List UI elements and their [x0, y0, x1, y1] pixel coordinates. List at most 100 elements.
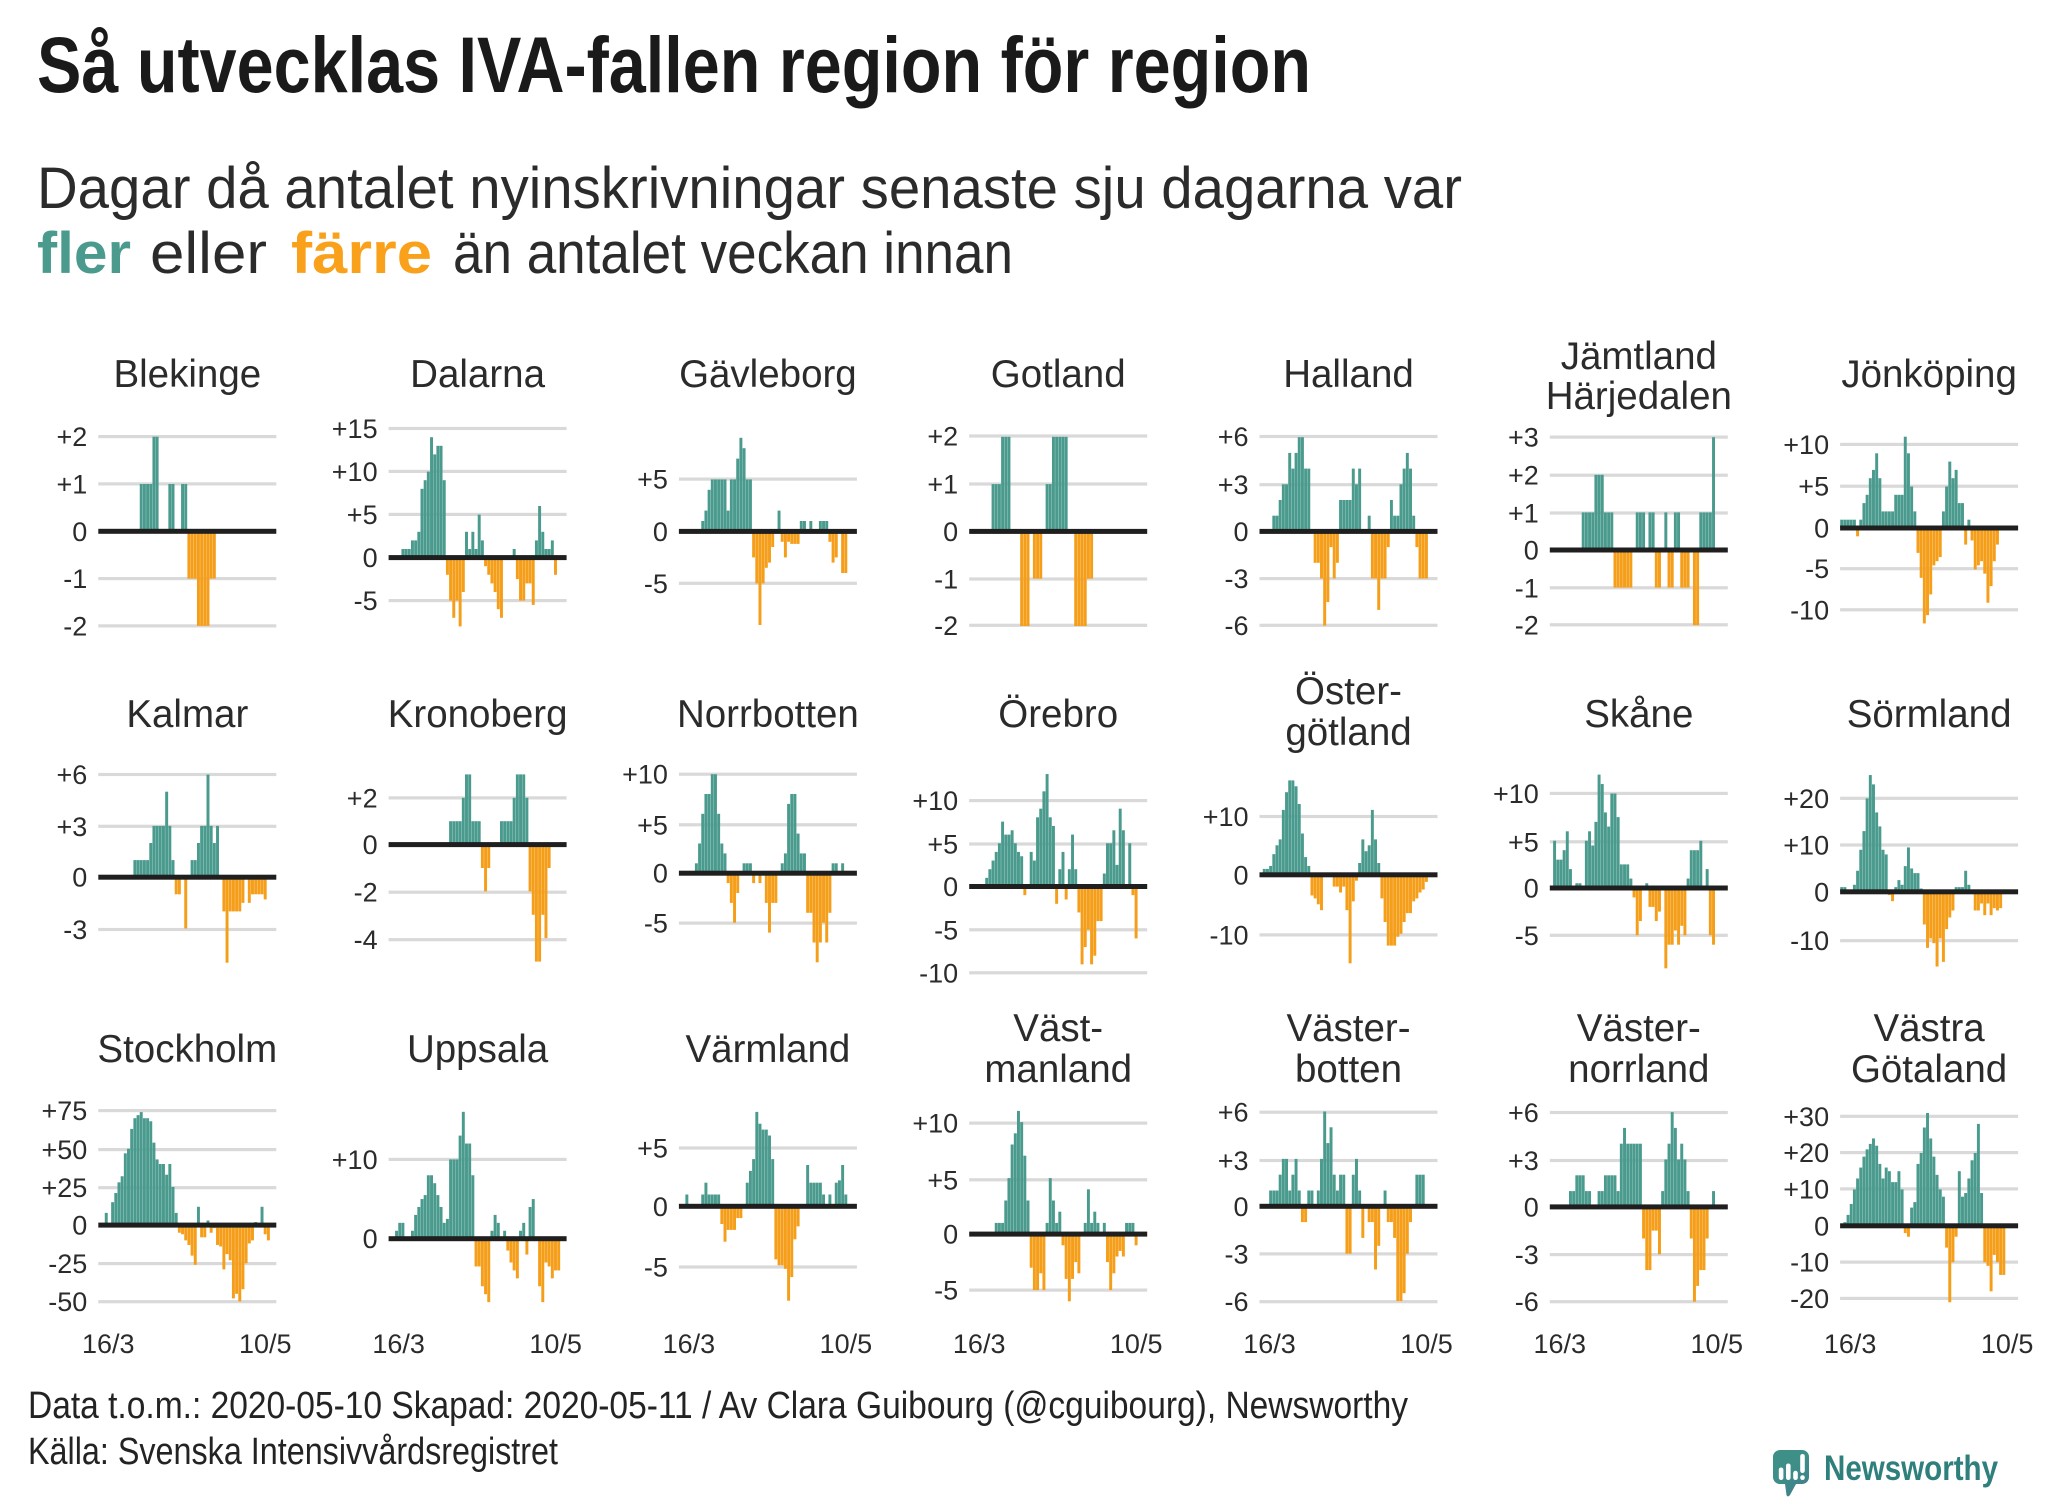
svg-text:-6: -6	[1224, 1287, 1248, 1317]
svg-text:+3: +3	[1508, 1146, 1539, 1176]
svg-text:Halland: Halland	[1283, 353, 1414, 396]
svg-text:Jönköping: Jönköping	[1841, 353, 2017, 396]
svg-text:10/5: 10/5	[1400, 1329, 1453, 1359]
svg-text:-10: -10	[919, 958, 958, 988]
svg-text:+6: +6	[1508, 1098, 1539, 1128]
svg-text:Örebro: Örebro	[998, 693, 1118, 736]
svg-text:+25: +25	[41, 1173, 87, 1203]
svg-text:Väster-: Väster-	[1577, 1007, 1701, 1050]
svg-text:0: 0	[363, 830, 378, 860]
svg-text:Jämtland: Jämtland	[1561, 335, 1717, 378]
svg-text:0: 0	[1814, 1211, 1829, 1241]
svg-text:+5: +5	[927, 1165, 958, 1195]
svg-text:+3: +3	[57, 812, 88, 842]
svg-text:-1: -1	[1515, 573, 1539, 603]
svg-text:-3: -3	[1224, 1239, 1248, 1269]
svg-text:0: 0	[943, 517, 958, 547]
svg-text:-5: -5	[1515, 921, 1539, 951]
svg-text:+20: +20	[1783, 784, 1829, 814]
svg-text:-25: -25	[48, 1249, 87, 1279]
svg-text:botten: botten	[1295, 1048, 1402, 1091]
svg-text:+10: +10	[1783, 1174, 1829, 1204]
svg-text:Skåne: Skåne	[1584, 693, 1693, 736]
svg-text:0: 0	[653, 1192, 668, 1222]
svg-text:+5: +5	[637, 810, 668, 840]
svg-text:16/3: 16/3	[82, 1329, 135, 1359]
svg-text:+10: +10	[912, 1109, 958, 1139]
svg-text:-3: -3	[1224, 564, 1248, 594]
svg-text:Götaland: Götaland	[1851, 1048, 2007, 1091]
svg-text:+1: +1	[57, 469, 88, 499]
svg-text:0: 0	[1233, 517, 1248, 547]
svg-text:+30: +30	[1783, 1102, 1829, 1132]
svg-text:+2: +2	[1508, 461, 1539, 491]
svg-text:eller: eller	[150, 221, 267, 286]
svg-text:-2: -2	[1515, 610, 1539, 640]
svg-text:0: 0	[653, 517, 668, 547]
svg-text:Gävleborg: Gävleborg	[679, 353, 857, 396]
svg-text:0: 0	[72, 1211, 87, 1241]
svg-text:-10: -10	[1209, 920, 1248, 950]
svg-text:+10: +10	[1203, 802, 1249, 832]
svg-text:färre: färre	[291, 221, 432, 286]
svg-text:Blekinge: Blekinge	[113, 353, 261, 396]
svg-text:-20: -20	[1790, 1284, 1829, 1314]
svg-text:0: 0	[1524, 536, 1539, 566]
svg-text:0: 0	[1814, 877, 1829, 907]
svg-text:+10: +10	[1783, 831, 1829, 861]
svg-text:-10: -10	[1790, 926, 1829, 956]
svg-text:16/3: 16/3	[663, 1329, 716, 1359]
svg-text:+3: +3	[1508, 423, 1539, 453]
svg-text:än antalet veckan innan: än antalet veckan innan	[453, 221, 1013, 286]
svg-text:-3: -3	[1515, 1240, 1539, 1270]
svg-text:0: 0	[1233, 1192, 1248, 1222]
svg-text:0: 0	[72, 863, 87, 893]
svg-text:0: 0	[1524, 1192, 1539, 1222]
svg-text:-6: -6	[1515, 1287, 1539, 1317]
svg-text:+6: +6	[57, 760, 88, 790]
svg-text:manland: manland	[984, 1048, 1132, 1091]
svg-text:-4: -4	[354, 925, 378, 955]
svg-text:+1: +1	[927, 470, 958, 500]
svg-text:Västra: Västra	[1873, 1007, 1985, 1050]
svg-text:-5: -5	[354, 586, 378, 616]
svg-text:Data t.o.m.: 2020-05-10 Skapad: Data t.o.m.: 2020-05-10 Skapad: 2020-05-…	[28, 1385, 1408, 1427]
svg-text:0: 0	[1524, 874, 1539, 904]
svg-text:-2: -2	[934, 611, 958, 641]
svg-text:-5: -5	[644, 909, 668, 939]
svg-text:-10: -10	[1790, 1248, 1829, 1278]
svg-text:norrland: norrland	[1568, 1048, 1709, 1091]
svg-text:10/5: 10/5	[239, 1329, 292, 1359]
svg-text:Norrbotten: Norrbotten	[677, 693, 859, 736]
svg-text:Stockholm: Stockholm	[97, 1028, 277, 1071]
svg-text:-5: -5	[1805, 554, 1829, 584]
svg-text:+10: +10	[912, 786, 958, 816]
svg-text:+6: +6	[1218, 1098, 1249, 1128]
svg-text:Sörmland: Sörmland	[1847, 693, 2012, 736]
svg-text:Värmland: Värmland	[686, 1028, 851, 1071]
svg-text:0: 0	[363, 1224, 378, 1254]
svg-text:+15: +15	[332, 414, 378, 444]
svg-text:-1: -1	[934, 565, 958, 595]
svg-text:+50: +50	[41, 1135, 87, 1165]
svg-text:10/5: 10/5	[1691, 1329, 1744, 1359]
svg-text:+1: +1	[1508, 499, 1539, 529]
svg-text:-1: -1	[63, 564, 87, 594]
svg-text:+5: +5	[1508, 827, 1539, 857]
svg-text:+3: +3	[1218, 1146, 1249, 1176]
svg-text:Väster-: Väster-	[1286, 1007, 1410, 1050]
svg-text:0: 0	[1233, 860, 1248, 890]
svg-text:+10: +10	[622, 760, 668, 790]
svg-text:-2: -2	[63, 611, 87, 641]
svg-text:-10: -10	[1790, 595, 1829, 625]
svg-text:Dalarna: Dalarna	[410, 353, 545, 396]
svg-text:-50: -50	[48, 1287, 87, 1317]
svg-text:+10: +10	[332, 457, 378, 487]
svg-text:-5: -5	[644, 1253, 668, 1283]
svg-text:Härjedalen: Härjedalen	[1546, 375, 1732, 418]
svg-text:Kalmar: Kalmar	[126, 693, 248, 736]
svg-text:10/5: 10/5	[820, 1329, 873, 1359]
svg-text:+10: +10	[1783, 430, 1829, 460]
svg-text:+5: +5	[637, 1134, 668, 1164]
svg-text:0: 0	[72, 517, 87, 547]
